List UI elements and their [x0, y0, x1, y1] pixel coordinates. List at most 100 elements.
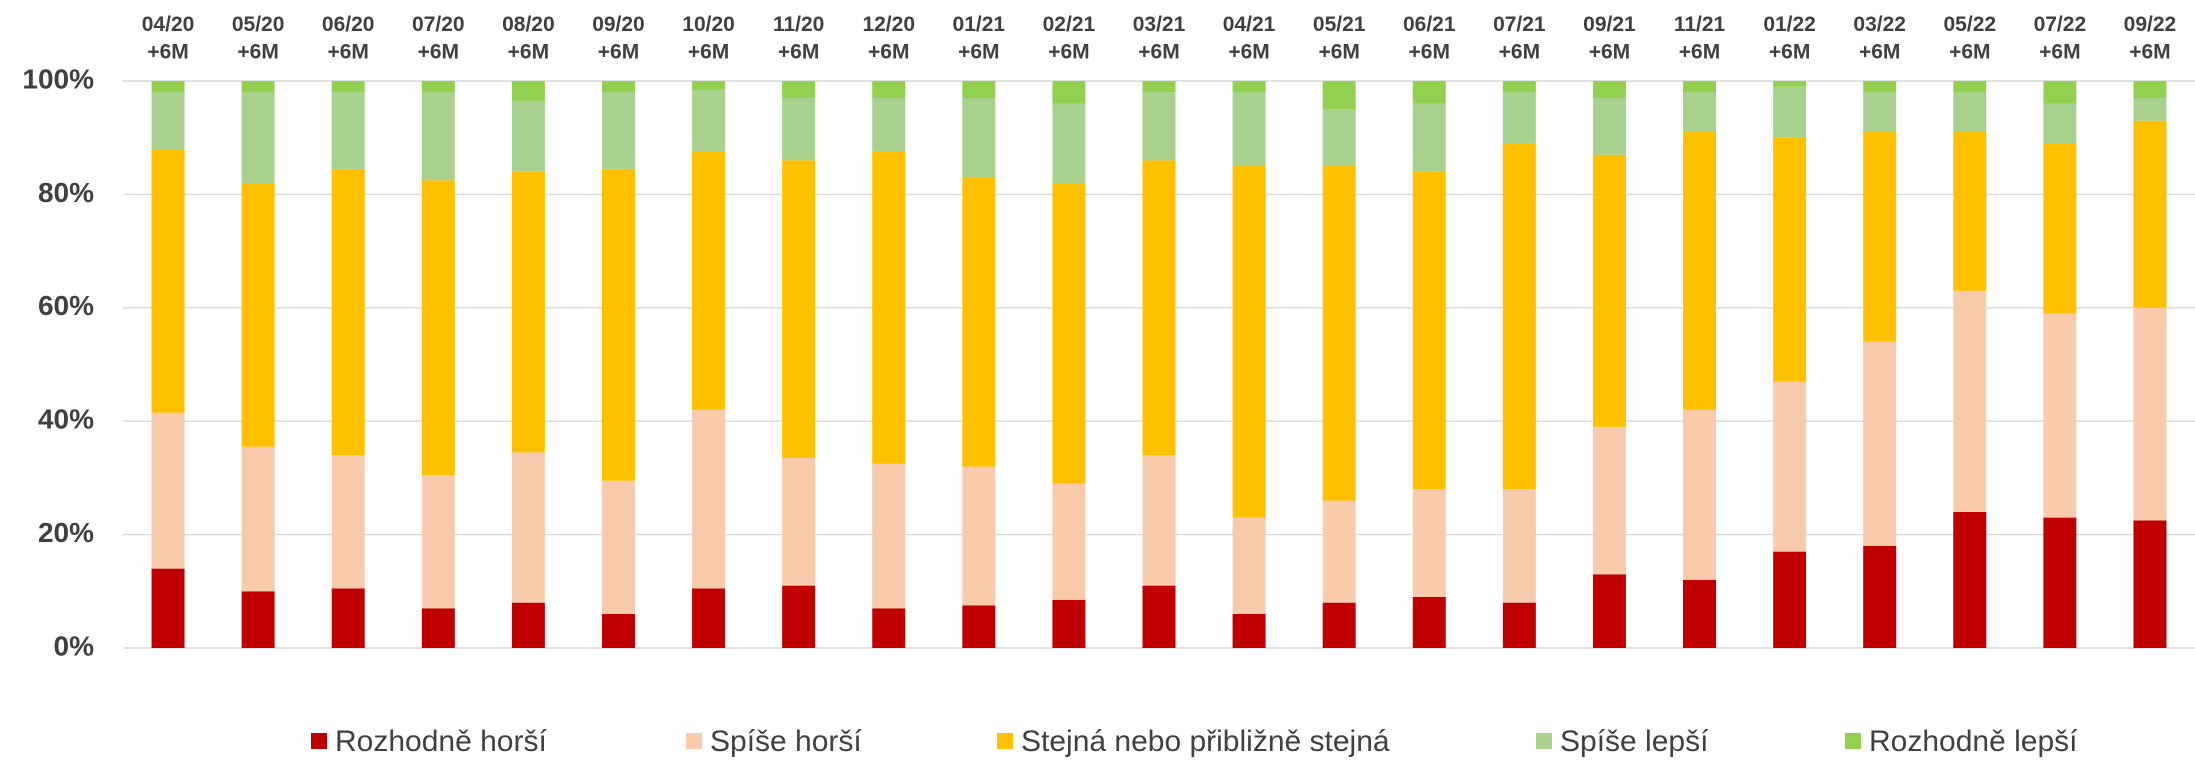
bar-segment — [2133, 520, 2167, 648]
bar-segment — [241, 183, 275, 447]
bar-segment — [1502, 602, 1536, 648]
bar-segment — [1953, 81, 1987, 93]
bar-segment — [1412, 489, 1446, 597]
bar-segment — [421, 180, 455, 476]
x-tick-label: 11/21 +6M — [1674, 13, 1726, 63]
y-tick-label: 20% — [38, 517, 94, 548]
bar-segment — [511, 452, 545, 603]
bar-segment — [1412, 103, 1446, 172]
bar-segment — [1232, 517, 1266, 614]
bar-segment — [1773, 551, 1807, 648]
bar-segment — [872, 81, 906, 99]
bar-segment — [1592, 98, 1626, 155]
x-tick-label: 03/21 +6M — [1133, 13, 1186, 63]
bar-segment — [421, 81, 455, 93]
bar-segment — [2133, 98, 2167, 121]
x-tick-label: 04/20 +6M — [142, 13, 195, 63]
y-tick-label: 40% — [38, 404, 94, 435]
bar-segment — [2043, 81, 2077, 104]
bar-segment — [1863, 81, 1897, 93]
bar-segment — [1773, 137, 1807, 382]
bar-segment — [1863, 545, 1897, 648]
bar-segment — [1232, 166, 1266, 518]
bar-segment — [1142, 585, 1176, 648]
bar-segment — [1142, 92, 1176, 161]
bar-segment — [151, 92, 185, 150]
x-tick-label: 07/21 +6M — [1493, 13, 1546, 63]
legend-label: Rozhodně lepší — [1869, 725, 2078, 758]
bar-segment — [1683, 81, 1717, 93]
bar-segment — [2133, 81, 2167, 99]
bar-segment — [1953, 290, 1987, 512]
legend-label: Spíše horší — [710, 725, 862, 758]
x-tick-label: 07/20 +6M — [412, 13, 465, 63]
bar-segment — [241, 591, 275, 648]
bar-segment — [1322, 109, 1356, 167]
bar-segment — [1052, 103, 1086, 184]
bar-segment — [1142, 81, 1176, 93]
bar-segment — [331, 81, 365, 93]
bar-segment — [421, 92, 455, 181]
bar-segment — [421, 608, 455, 648]
x-tick-label: 01/21 +6M — [953, 13, 1006, 63]
bar-segment — [601, 613, 635, 648]
x-tick-label: 03/22 +6M — [1853, 13, 1906, 63]
bar-segment — [601, 92, 635, 169]
x-tick-label: 01/22 +6M — [1763, 13, 1816, 63]
legend-label: Spíše lepší — [1560, 725, 1709, 758]
x-tick-label: 04/21 +6M — [1223, 13, 1276, 63]
bar-segment — [872, 608, 906, 648]
legend-swatch — [311, 733, 327, 749]
bar-segment — [962, 605, 996, 648]
bar-segment — [601, 168, 635, 481]
bar-segment — [782, 98, 816, 161]
bar-segment — [1322, 166, 1356, 501]
bar-segment — [1592, 81, 1626, 99]
x-tick-label: 10/20 +6M — [682, 13, 735, 63]
bar-segment — [1773, 381, 1807, 552]
bar-segment — [692, 89, 726, 152]
bar-segment — [1773, 81, 1807, 87]
bar-segment — [151, 412, 185, 569]
x-tick-label: 12/20 +6M — [862, 13, 915, 63]
bar-segment — [1863, 341, 1897, 546]
bar-segment — [872, 98, 906, 152]
bar-segment — [1502, 81, 1536, 93]
y-tick-label: 60% — [38, 290, 94, 321]
bar-segment — [1142, 160, 1176, 456]
bar-segment — [511, 100, 545, 172]
bar-segment — [962, 81, 996, 99]
bar-segment — [1592, 574, 1626, 648]
bar-segment — [1412, 596, 1446, 648]
bar-segment — [2133, 307, 2167, 521]
bar-segment — [692, 81, 726, 90]
bar-segment — [1322, 602, 1356, 648]
x-tick-label: 07/22 +6M — [2034, 13, 2087, 63]
bar-segment — [1683, 92, 1717, 133]
x-tick-label: 05/22 +6M — [1944, 13, 1997, 63]
bar-segment — [1322, 500, 1356, 603]
bar-segment — [872, 151, 906, 464]
bar-segment — [692, 151, 726, 410]
legend-swatch — [997, 733, 1013, 749]
bar-segment — [782, 160, 816, 459]
bar-segment — [782, 458, 816, 586]
legend-swatch — [1845, 733, 1861, 749]
bar-segment — [511, 602, 545, 648]
bar-segment — [331, 455, 365, 589]
legend-swatch — [1536, 733, 1552, 749]
bar-segment — [241, 446, 275, 592]
bar-segment — [1863, 92, 1897, 133]
bar-segment — [1322, 81, 1356, 110]
bar-segment — [331, 92, 365, 169]
bar-segment — [692, 409, 726, 589]
bar-segment — [1683, 409, 1717, 580]
x-tick-label: 09/22 +6M — [2124, 13, 2177, 63]
bar-segment — [151, 568, 185, 648]
bar-segment — [511, 171, 545, 453]
legend-label: Rozhodně horší — [335, 725, 547, 758]
bar-segment — [151, 81, 185, 93]
bar-segment — [1502, 143, 1536, 490]
bar-segment — [1412, 171, 1446, 490]
